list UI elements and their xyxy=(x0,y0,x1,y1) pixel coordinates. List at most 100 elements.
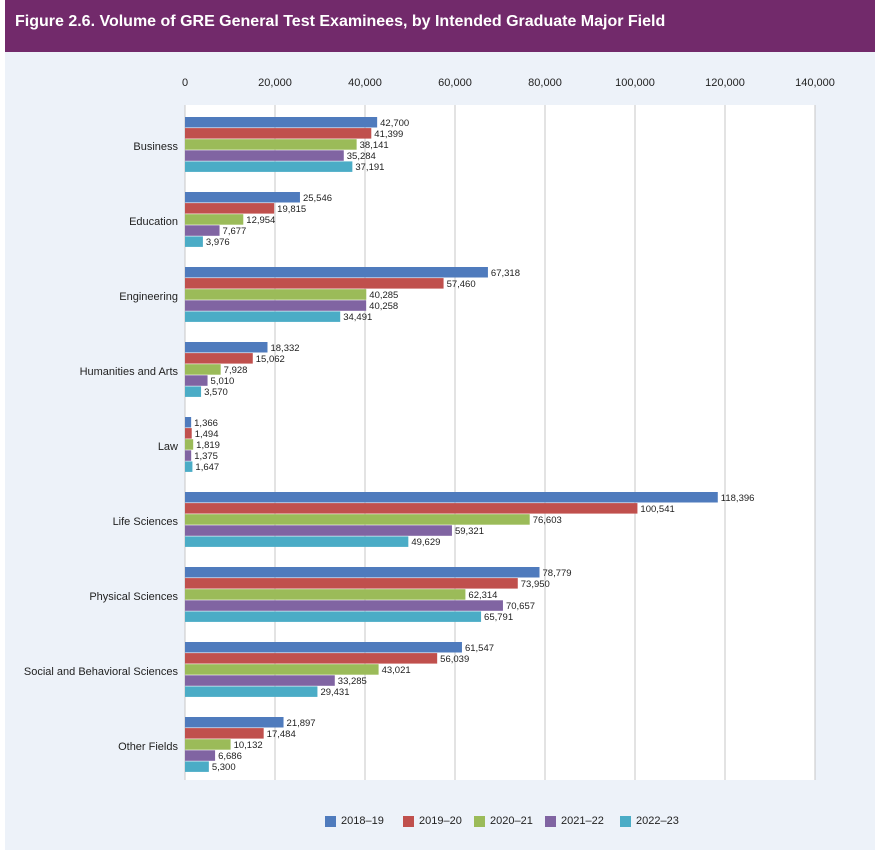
data-label: 65,791 xyxy=(484,612,513,623)
legend-label: 2018–19 xyxy=(341,815,384,827)
data-label: 1,819 xyxy=(196,440,220,451)
bar xyxy=(185,728,264,739)
data-label: 3,976 xyxy=(206,237,230,248)
data-label: 7,677 xyxy=(223,226,247,237)
bar xyxy=(185,353,253,364)
category-label: Engineering xyxy=(119,291,178,303)
data-label: 12,954 xyxy=(246,215,275,226)
category-label: Life Sciences xyxy=(113,516,179,528)
data-label: 40,285 xyxy=(369,290,398,301)
bar xyxy=(185,417,192,428)
bar xyxy=(185,300,367,311)
data-label: 34,491 xyxy=(343,312,372,323)
data-label: 21,897 xyxy=(287,718,316,729)
data-label: 40,258 xyxy=(369,301,398,312)
bar xyxy=(185,739,231,750)
data-label: 29,431 xyxy=(320,687,349,698)
x-tick-label: 140,000 xyxy=(795,77,835,89)
bar xyxy=(185,342,268,353)
legend-swatch xyxy=(403,815,414,827)
category-label: Social and Behavioral Sciences xyxy=(24,666,179,678)
bar xyxy=(185,525,452,536)
category-label: Humanities and Arts xyxy=(80,366,179,378)
bar xyxy=(185,589,466,600)
bar xyxy=(185,514,530,525)
bar xyxy=(185,278,444,289)
category-label: Education xyxy=(129,216,178,228)
data-label: 118,396 xyxy=(721,493,755,504)
data-label: 38,141 xyxy=(360,140,389,151)
bar xyxy=(185,289,367,300)
bar xyxy=(185,750,216,761)
bar xyxy=(185,139,357,150)
legend-item: 2021–22 xyxy=(545,815,604,827)
bar xyxy=(185,311,341,322)
bar xyxy=(185,428,192,439)
legend-item: 2018–19 xyxy=(325,815,384,827)
bar xyxy=(185,203,275,214)
x-tick-label: 120,000 xyxy=(705,77,745,89)
bar xyxy=(185,161,353,172)
bar xyxy=(185,717,284,728)
data-label: 78,779 xyxy=(543,568,572,579)
legend-swatch xyxy=(545,815,556,827)
bar xyxy=(185,686,318,697)
data-label: 76,603 xyxy=(533,515,562,526)
x-tick-label: 40,000 xyxy=(348,77,382,89)
data-label: 1,494 xyxy=(195,429,219,440)
data-label: 59,321 xyxy=(455,526,484,537)
bar xyxy=(185,117,378,128)
x-tick-label: 100,000 xyxy=(615,77,655,89)
x-tick-label: 60,000 xyxy=(438,77,472,89)
data-label: 19,815 xyxy=(277,204,306,215)
category-label: Law xyxy=(158,441,178,453)
data-label: 15,062 xyxy=(256,354,285,365)
bar xyxy=(185,642,462,653)
data-label: 1,647 xyxy=(195,462,219,473)
legend-swatch xyxy=(620,815,631,827)
bar xyxy=(185,461,193,472)
bar xyxy=(185,225,220,236)
category-label: Other Fields xyxy=(118,741,178,753)
x-tick-label: 80,000 xyxy=(528,77,562,89)
legend-item: 2019–20 xyxy=(403,815,462,827)
x-tick-label: 0 xyxy=(182,77,188,89)
figure-title: Figure 2.6. Volume of GRE General Test E… xyxy=(15,13,666,30)
data-label: 35,284 xyxy=(347,151,376,162)
data-label: 43,021 xyxy=(382,665,411,676)
data-label: 62,314 xyxy=(468,590,497,601)
data-label: 100,541 xyxy=(640,504,674,515)
data-label: 61,547 xyxy=(465,643,494,654)
bar xyxy=(185,450,192,461)
legend-label: 2019–20 xyxy=(419,815,462,827)
data-label: 7,928 xyxy=(224,365,248,376)
bar xyxy=(185,611,482,622)
bar xyxy=(185,664,379,675)
legend-label: 2022–23 xyxy=(636,815,679,827)
data-label: 49,629 xyxy=(411,537,440,548)
legend-label: 2021–22 xyxy=(561,815,604,827)
bar xyxy=(185,567,540,578)
data-label: 18,332 xyxy=(270,343,299,354)
data-label: 5,300 xyxy=(212,762,236,773)
bar xyxy=(185,267,488,278)
bar xyxy=(185,386,202,397)
data-label: 10,132 xyxy=(234,740,263,751)
legend-swatch xyxy=(325,815,336,827)
bar xyxy=(185,236,203,247)
chart-legend: 2018–19 2019–20 2020–21 2021–22 2022–23 xyxy=(0,815,876,835)
bar xyxy=(185,675,335,686)
category-label: Business xyxy=(133,141,178,153)
data-label: 1,366 xyxy=(194,418,218,429)
data-label: 3,570 xyxy=(204,387,228,398)
category-label: Physical Sciences xyxy=(89,591,178,603)
bar xyxy=(185,578,518,589)
data-label: 37,191 xyxy=(355,162,384,173)
data-label: 56,039 xyxy=(440,654,469,665)
figure-title-bar: Figure 2.6. Volume of GRE General Test E… xyxy=(5,0,875,52)
data-label: 70,657 xyxy=(506,601,535,612)
bar xyxy=(185,492,718,503)
legend-label: 2020–21 xyxy=(490,815,533,827)
bar xyxy=(185,536,409,547)
